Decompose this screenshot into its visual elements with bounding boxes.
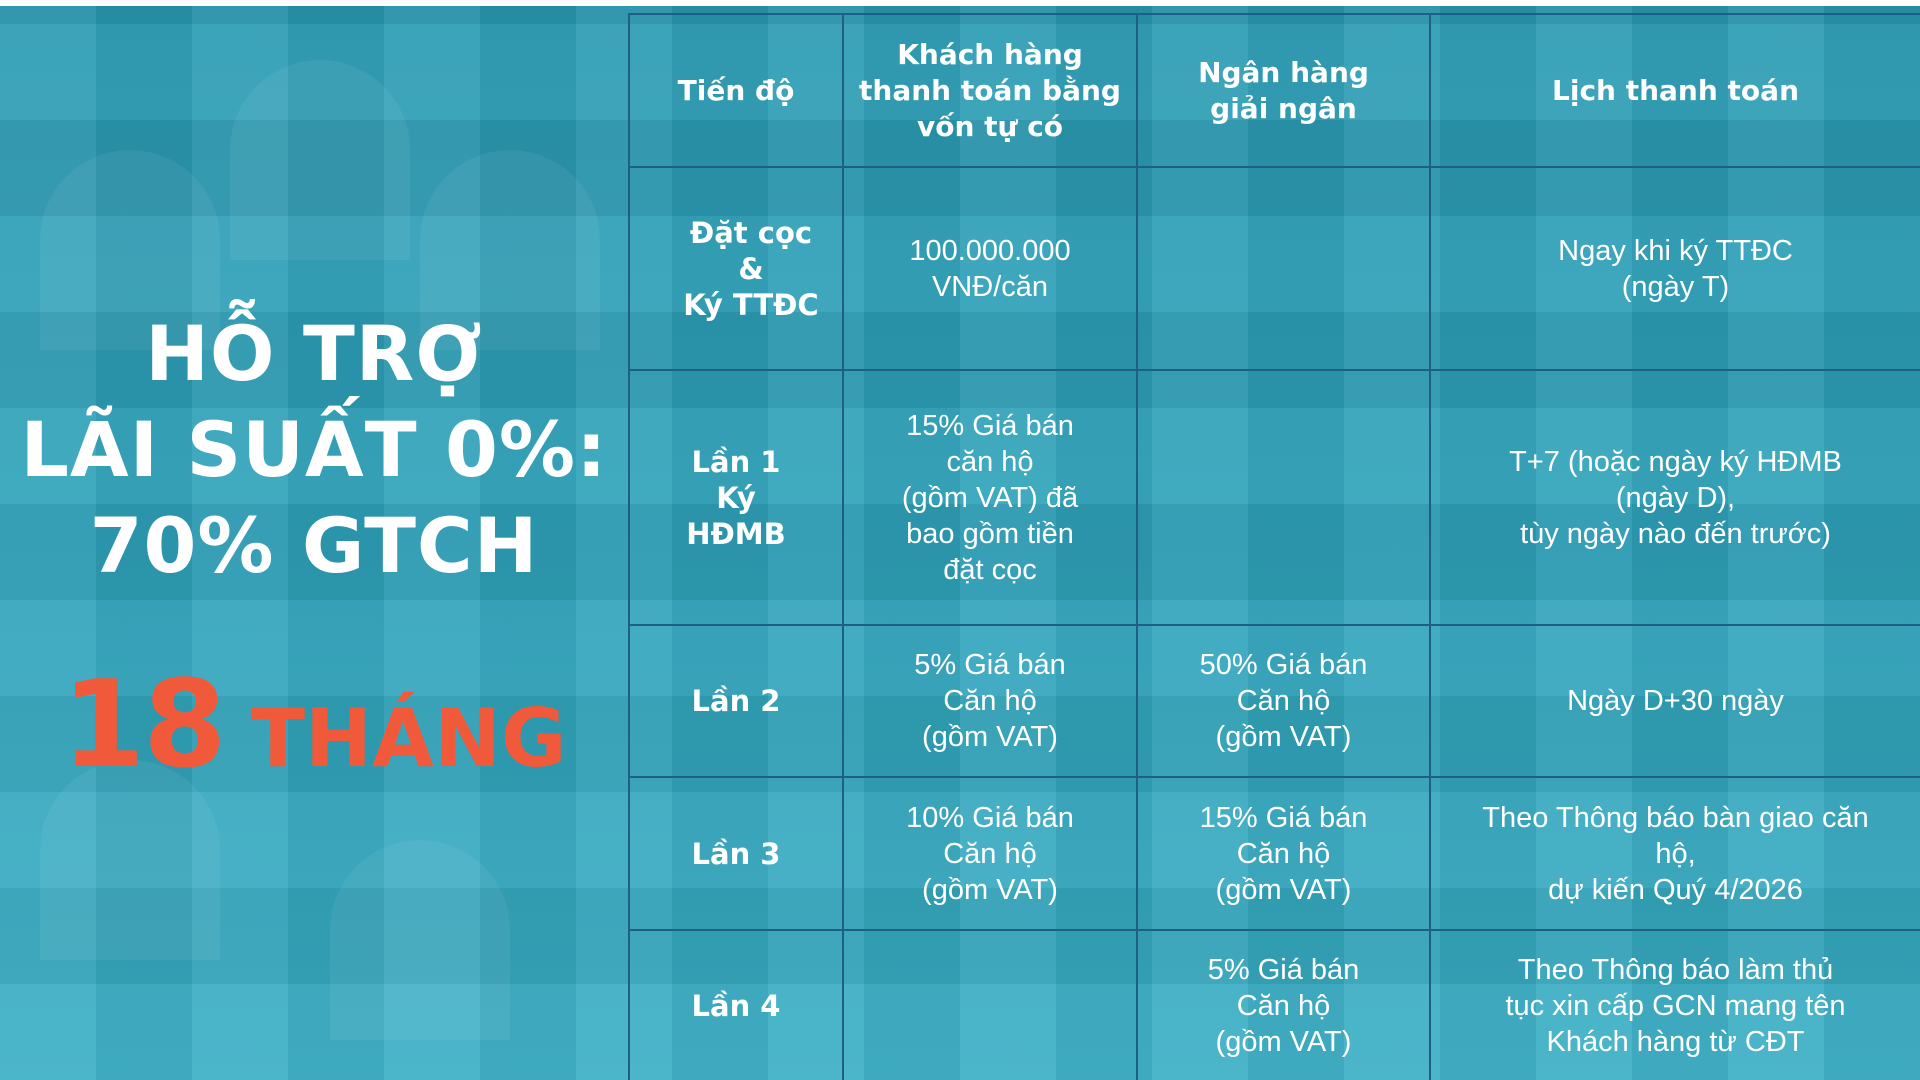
headline-line-1: HỖ TRỢ [145, 308, 483, 398]
decor-arch [40, 760, 220, 960]
promo-headline: HỖ TRỢ LÃI SUẤT 0%: 70% GTCH [21, 306, 608, 594]
row-payment-schedule: Theo Thông báo bàn giao căn hộ, dự kiến … [1429, 776, 1920, 931]
row-customer-payment: 15% Giá bán căn hộ (gồm VAT) đã bao gồm … [842, 369, 1138, 626]
headline-line-2: LÃI SUẤT 0%: [20, 404, 608, 494]
payment-schedule-table: Tiến độ Khách hàng thanh toán bằng vốn t… [628, 13, 1920, 1080]
table-row: Lần 3 10% Giá bán Căn hộ (gồm VAT) 15% G… [628, 776, 1920, 931]
table-row: Đặt cọc & Ký TTĐC 100.000.000 VNĐ/căn Ng… [628, 166, 1920, 371]
table-header-row: Tiến độ Khách hàng thanh toán bằng vốn t… [628, 13, 1920, 168]
duration-number: 18 [61, 655, 226, 795]
table-row: Lần 1 Ký HĐMB 15% Giá bán căn hộ (gồm VA… [628, 369, 1920, 626]
row-bank-disbursement [1136, 369, 1431, 626]
row-payment-schedule: T+7 (hoặc ngày ký HĐMB (ngày D), tùy ngà… [1429, 369, 1920, 626]
row-stage: Lần 2 [628, 624, 844, 778]
decor-arch [40, 150, 220, 350]
row-bank-disbursement: 50% Giá bán Căn hộ (gồm VAT) [1136, 624, 1431, 778]
decor-arch [330, 840, 510, 1040]
promo-duration: 18 THÁNG [61, 656, 566, 795]
row-customer-payment: 100.000.000 VNĐ/căn [842, 166, 1138, 371]
header-stage: Tiến độ [628, 13, 844, 168]
row-stage: Lần 4 [628, 929, 844, 1080]
row-stage: Đặt cọc & Ký TTĐC [628, 166, 844, 371]
header-customer-payment: Khách hàng thanh toán bằng vốn tự có [842, 13, 1138, 168]
decor-arch [420, 150, 600, 350]
row-bank-disbursement: 15% Giá bán Căn hộ (gồm VAT) [1136, 776, 1431, 931]
decor-arch [230, 60, 410, 260]
promo-panel: HỖ TRỢ LÃI SUẤT 0%: 70% GTCH 18 THÁNG [0, 0, 628, 1080]
duration-unit: THÁNG [250, 691, 567, 785]
row-stage: Lần 3 [628, 776, 844, 931]
table-row: Lần 2 5% Giá bán Căn hộ (gồm VAT) 50% Gi… [628, 624, 1920, 778]
row-bank-disbursement [1136, 166, 1431, 371]
row-customer-payment: 10% Giá bán Căn hộ (gồm VAT) [842, 776, 1138, 931]
row-bank-disbursement: 5% Giá bán Căn hộ (gồm VAT) [1136, 929, 1431, 1080]
row-stage: Lần 1 Ký HĐMB [628, 369, 844, 626]
top-border [0, 0, 1920, 6]
row-payment-schedule: Ngày D+30 ngày [1429, 624, 1920, 778]
table-row: Lần 4 5% Giá bán Căn hộ (gồm VAT) Theo T… [628, 929, 1920, 1080]
row-payment-schedule: Ngay khi ký TTĐC (ngày T) [1429, 166, 1920, 371]
headline-line-3: 70% GTCH [89, 500, 539, 590]
header-bank-disbursement: Ngân hàng giải ngân [1136, 13, 1431, 168]
header-payment-schedule: Lịch thanh toán [1429, 13, 1920, 168]
row-payment-schedule: Theo Thông báo làm thủ tục xin cấp GCN m… [1429, 929, 1920, 1080]
row-customer-payment: 5% Giá bán Căn hộ (gồm VAT) [842, 624, 1138, 778]
row-customer-payment [842, 929, 1138, 1080]
